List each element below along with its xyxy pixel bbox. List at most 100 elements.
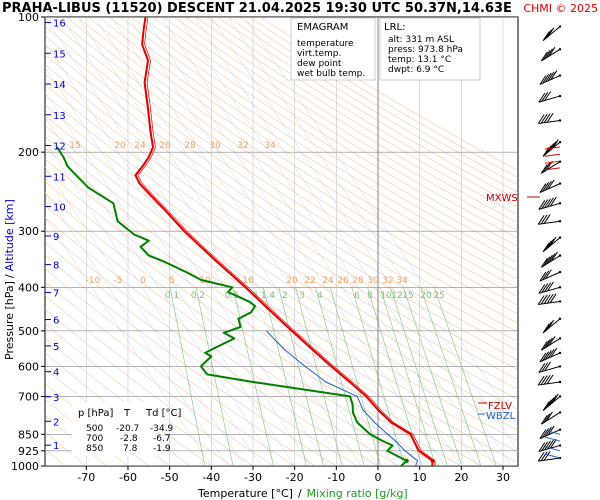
saturated-adiabat-line [45, 191, 229, 466]
wind-barb-flag [543, 339, 551, 349]
wind-barb-point [558, 428, 562, 431]
km-tick-label: 4 [53, 368, 59, 379]
wind-barb-flag [547, 425, 555, 436]
theta-label: 24 [134, 141, 146, 151]
wind-barb-flag [542, 428, 550, 438]
y-tick-label: 300 [18, 225, 39, 238]
wind-barb-flag [547, 71, 555, 82]
x-tick-label: 0 [375, 471, 382, 484]
wind-barb-flag [543, 413, 551, 423]
theta-label: 26 [159, 141, 171, 151]
wind-barb-flag [540, 451, 548, 461]
wind-barb-flag [544, 269, 552, 279]
mixing-ratio-tick-label: 4 [317, 291, 323, 301]
wind-barb-point [558, 25, 562, 28]
wind-barb-point [558, 300, 562, 303]
mixing-ratio-tick-label: 3 [299, 291, 305, 301]
saturated-adiabat-line [45, 216, 212, 466]
wind-barb-flag [537, 451, 545, 462]
wind-barb-flag [547, 348, 555, 359]
saturated-adiabat-line [45, 91, 295, 466]
dry-adiabat-line [45, 64, 518, 380]
y-axis-label-altitude: Altitude [km] [3, 199, 16, 271]
wind-barb-flag [538, 363, 546, 373]
wind-barb-flag [545, 145, 552, 155]
wind-barb-flag [551, 393, 559, 404]
theta-label: 16 [242, 276, 254, 286]
wind-barb-flag [542, 351, 550, 361]
mixing-ratio-line [315, 287, 365, 466]
lrl-dwpt-marker [404, 458, 409, 463]
wind-barb-flag [540, 294, 548, 305]
y-tick-label: 925 [18, 445, 39, 458]
theta-label: 22 [304, 276, 315, 286]
y-tick-label: 200 [18, 146, 39, 159]
wind-barb-point [558, 317, 562, 320]
wind-barb-flag [545, 399, 552, 409]
dry-adiabat-line [45, 114, 518, 431]
wind-barb-flag [539, 271, 547, 282]
credit-label: CHMI © 2025 [523, 2, 598, 15]
dewpoint-profile [56, 146, 408, 466]
wind-barb-point [558, 202, 562, 205]
y-tick-label: 500 [18, 325, 39, 338]
table-cell: 7.8 [123, 444, 138, 454]
wind-barb-flag [546, 254, 553, 265]
x-axis-label: Temperature [°C] / Mixing ratio [g/kg] [197, 487, 408, 500]
wind-barb-point [558, 74, 562, 77]
saturated-adiabat-line [45, 66, 312, 466]
wind-barb-flag [546, 411, 553, 422]
x-axis-label-mix: Mixing ratio [g/kg] [307, 487, 408, 500]
wind-barb-point [558, 140, 562, 144]
dry-adiabat-line [66, 17, 518, 315]
wind-barb-flag [537, 114, 545, 124]
wind-barb-flag [547, 238, 555, 249]
mixing-ratio-tick-label: 25 [433, 291, 444, 301]
wind-barb-flag [547, 27, 555, 38]
wind-barb-flag [539, 352, 547, 363]
wind-barb-flag [542, 323, 550, 334]
table-cell: 850 [86, 444, 103, 454]
mixing-ratio-tick-label: 0.5 [225, 291, 239, 301]
wind-barb-flag [549, 196, 557, 207]
theta-label: 20 [286, 276, 298, 286]
wind-barb-flag [546, 293, 554, 304]
wind-barb-flag [549, 293, 557, 304]
x-tick-label: 10 [413, 471, 427, 484]
mixing-ratio-line [403, 287, 463, 466]
table-cell: -6.7 [153, 434, 171, 444]
virtual-temperature-profile [137, 17, 436, 466]
y-tick-label: 400 [18, 281, 39, 294]
wind-barb-flag [538, 284, 546, 294]
x-axis-label-sep: / [298, 487, 302, 500]
mixing-ratio-tick-label: 12 [391, 291, 402, 301]
y-tick-label: 1000 [11, 460, 39, 473]
wind-barb-point [558, 220, 562, 223]
dry-adiabat-line [45, 44, 518, 361]
km-tick-label: 8 [53, 261, 59, 272]
wind-barb-point [558, 94, 562, 98]
wind-barb-flag [540, 214, 548, 225]
y-tick-label: 100 [18, 11, 39, 24]
wind-barb-flag [546, 337, 553, 348]
x-tick-label: -70 [77, 471, 95, 484]
table-header-t: T [123, 408, 131, 419]
dry-adiabat-line [206, 17, 518, 208]
x-tick-label: -20 [286, 471, 304, 484]
levels-table: p [hPa] T Td [°C] 500 -20.7 -34.9 700 -2… [72, 402, 182, 456]
table-header-p: p [hPa] [78, 408, 113, 419]
y-axis-label-pressure: Pressure [hPa] [3, 281, 16, 360]
wind-barb-flag [544, 350, 552, 360]
mixing-ratio-line [195, 287, 234, 466]
saturated-adiabat-line [45, 41, 329, 466]
wind-barb-flag [546, 113, 554, 123]
km-tick-label: 3 [53, 393, 59, 404]
dry-adiabat-line [152, 17, 518, 247]
wind-barb-flag [544, 361, 552, 372]
wind-barb-flag [543, 162, 551, 173]
mixing-ratio-line [169, 287, 206, 466]
km-tick-label: 11 [53, 172, 66, 183]
wind-barb-flag [549, 438, 557, 449]
legend-title: EMAGRAM [297, 22, 348, 33]
